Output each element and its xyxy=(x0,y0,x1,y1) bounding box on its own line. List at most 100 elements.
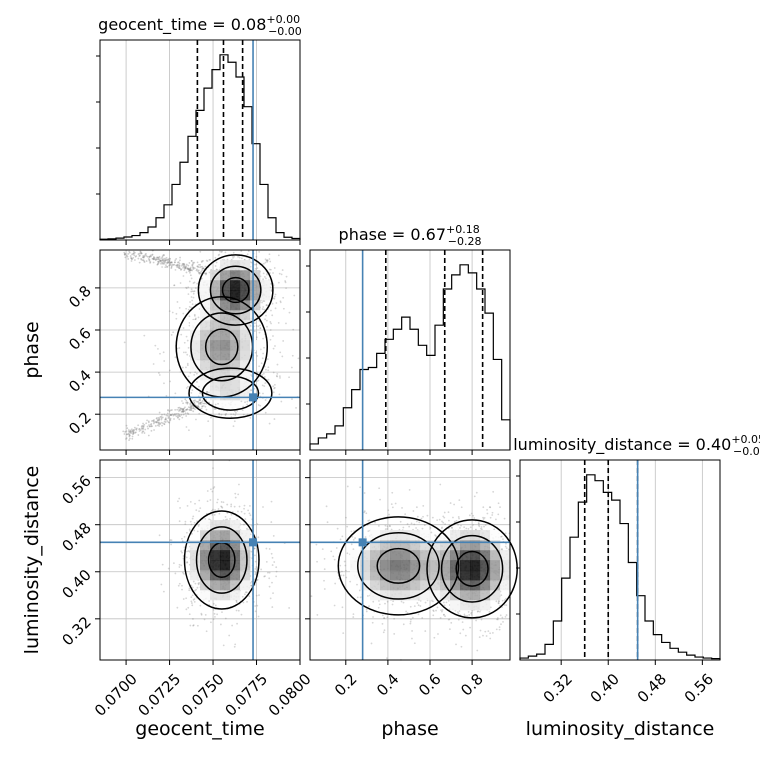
sample-point xyxy=(273,418,276,420)
sample-point xyxy=(184,267,187,270)
x-axis-label-phase: phase xyxy=(381,718,438,740)
sample-point xyxy=(193,598,196,600)
sample-point xyxy=(256,355,259,357)
sample-point xyxy=(148,425,151,428)
sample-point xyxy=(433,636,436,639)
sample-point xyxy=(199,263,201,266)
sample-point xyxy=(462,628,465,631)
sample-point xyxy=(272,347,275,350)
sample-point xyxy=(158,534,161,537)
sample-point xyxy=(413,523,416,526)
sample-point xyxy=(158,425,161,427)
sample-point xyxy=(181,537,183,540)
sample-point xyxy=(221,611,223,613)
density-cell xyxy=(480,600,491,611)
sample-point xyxy=(144,428,147,431)
sample-point xyxy=(147,427,149,430)
sample-point xyxy=(177,261,180,264)
sample-point xyxy=(140,427,143,430)
density-cell xyxy=(230,400,241,411)
sample-point xyxy=(271,314,274,317)
sample-point xyxy=(266,325,268,328)
sample-point xyxy=(434,534,436,537)
sample-point xyxy=(189,407,192,410)
sample-point xyxy=(468,514,471,517)
contour xyxy=(455,550,489,587)
sample-point xyxy=(264,261,267,264)
sample-point xyxy=(139,250,142,253)
sample-point xyxy=(233,255,235,258)
sample-point xyxy=(390,503,393,506)
sample-point xyxy=(288,376,290,379)
sample-point xyxy=(187,264,190,267)
sample-point xyxy=(173,284,176,287)
sample-point xyxy=(290,366,293,369)
x-tick-label: 0.2 xyxy=(331,670,361,700)
sample-point xyxy=(163,420,166,423)
sample-point xyxy=(250,550,253,553)
sample-point xyxy=(173,413,176,415)
sample-point xyxy=(273,383,276,386)
sample-point xyxy=(273,387,275,390)
sample-point xyxy=(219,623,222,626)
sample-point xyxy=(184,265,187,268)
density-cell xyxy=(220,280,231,291)
sample-point xyxy=(263,575,266,578)
sample-point xyxy=(350,530,353,533)
sample-point xyxy=(464,634,467,637)
sample-point xyxy=(159,259,162,262)
density-cell xyxy=(490,580,501,591)
hist-panel-luminosity_distance: luminosity_distance = 0.40+0.05−0.04 xyxy=(513,433,760,661)
sample-point xyxy=(354,537,356,539)
sample-point xyxy=(214,616,216,618)
sample-point xyxy=(178,267,181,270)
sample-point xyxy=(199,402,202,404)
sample-point xyxy=(499,506,501,509)
sample-point xyxy=(196,405,199,408)
sample-point xyxy=(478,525,481,528)
sample-point xyxy=(142,426,144,429)
sample-point xyxy=(185,266,188,269)
sample-point xyxy=(181,400,183,402)
sample-point xyxy=(155,417,158,420)
sample-point xyxy=(132,252,135,255)
sample-point xyxy=(194,408,196,411)
sample-point xyxy=(196,268,198,271)
sample-point xyxy=(165,259,167,262)
contour xyxy=(337,516,460,616)
sample-point xyxy=(130,257,132,259)
sample-point xyxy=(441,526,443,529)
sample-point xyxy=(177,406,180,409)
sample-point xyxy=(127,258,130,260)
sample-point xyxy=(504,532,507,535)
sample-point xyxy=(288,311,291,314)
sample-point xyxy=(178,347,181,349)
sample-point xyxy=(186,267,189,270)
density-cell xyxy=(350,570,361,581)
sample-point xyxy=(185,265,187,268)
sample-point xyxy=(159,352,161,355)
sample-point xyxy=(182,409,185,412)
sample-point xyxy=(453,520,456,523)
density-cell xyxy=(220,560,231,571)
sample-point xyxy=(418,521,421,524)
sample-point xyxy=(169,539,172,541)
sample-point xyxy=(147,420,150,423)
x-tick-label: 0.40 xyxy=(587,670,623,706)
sample-point xyxy=(189,406,191,409)
sample-point xyxy=(257,536,260,539)
sample-point xyxy=(159,423,162,426)
sample-point xyxy=(341,570,343,573)
density-cell xyxy=(500,570,511,581)
sample-point xyxy=(458,499,461,502)
density-cell xyxy=(430,550,441,561)
sample-point xyxy=(504,545,507,548)
density-cell xyxy=(210,330,221,341)
sample-point xyxy=(246,527,248,530)
sample-point xyxy=(162,260,165,263)
sample-point xyxy=(237,609,240,612)
sample-point xyxy=(212,608,215,611)
sample-point xyxy=(205,630,208,633)
sample-point xyxy=(399,520,402,523)
sample-point xyxy=(140,252,143,255)
